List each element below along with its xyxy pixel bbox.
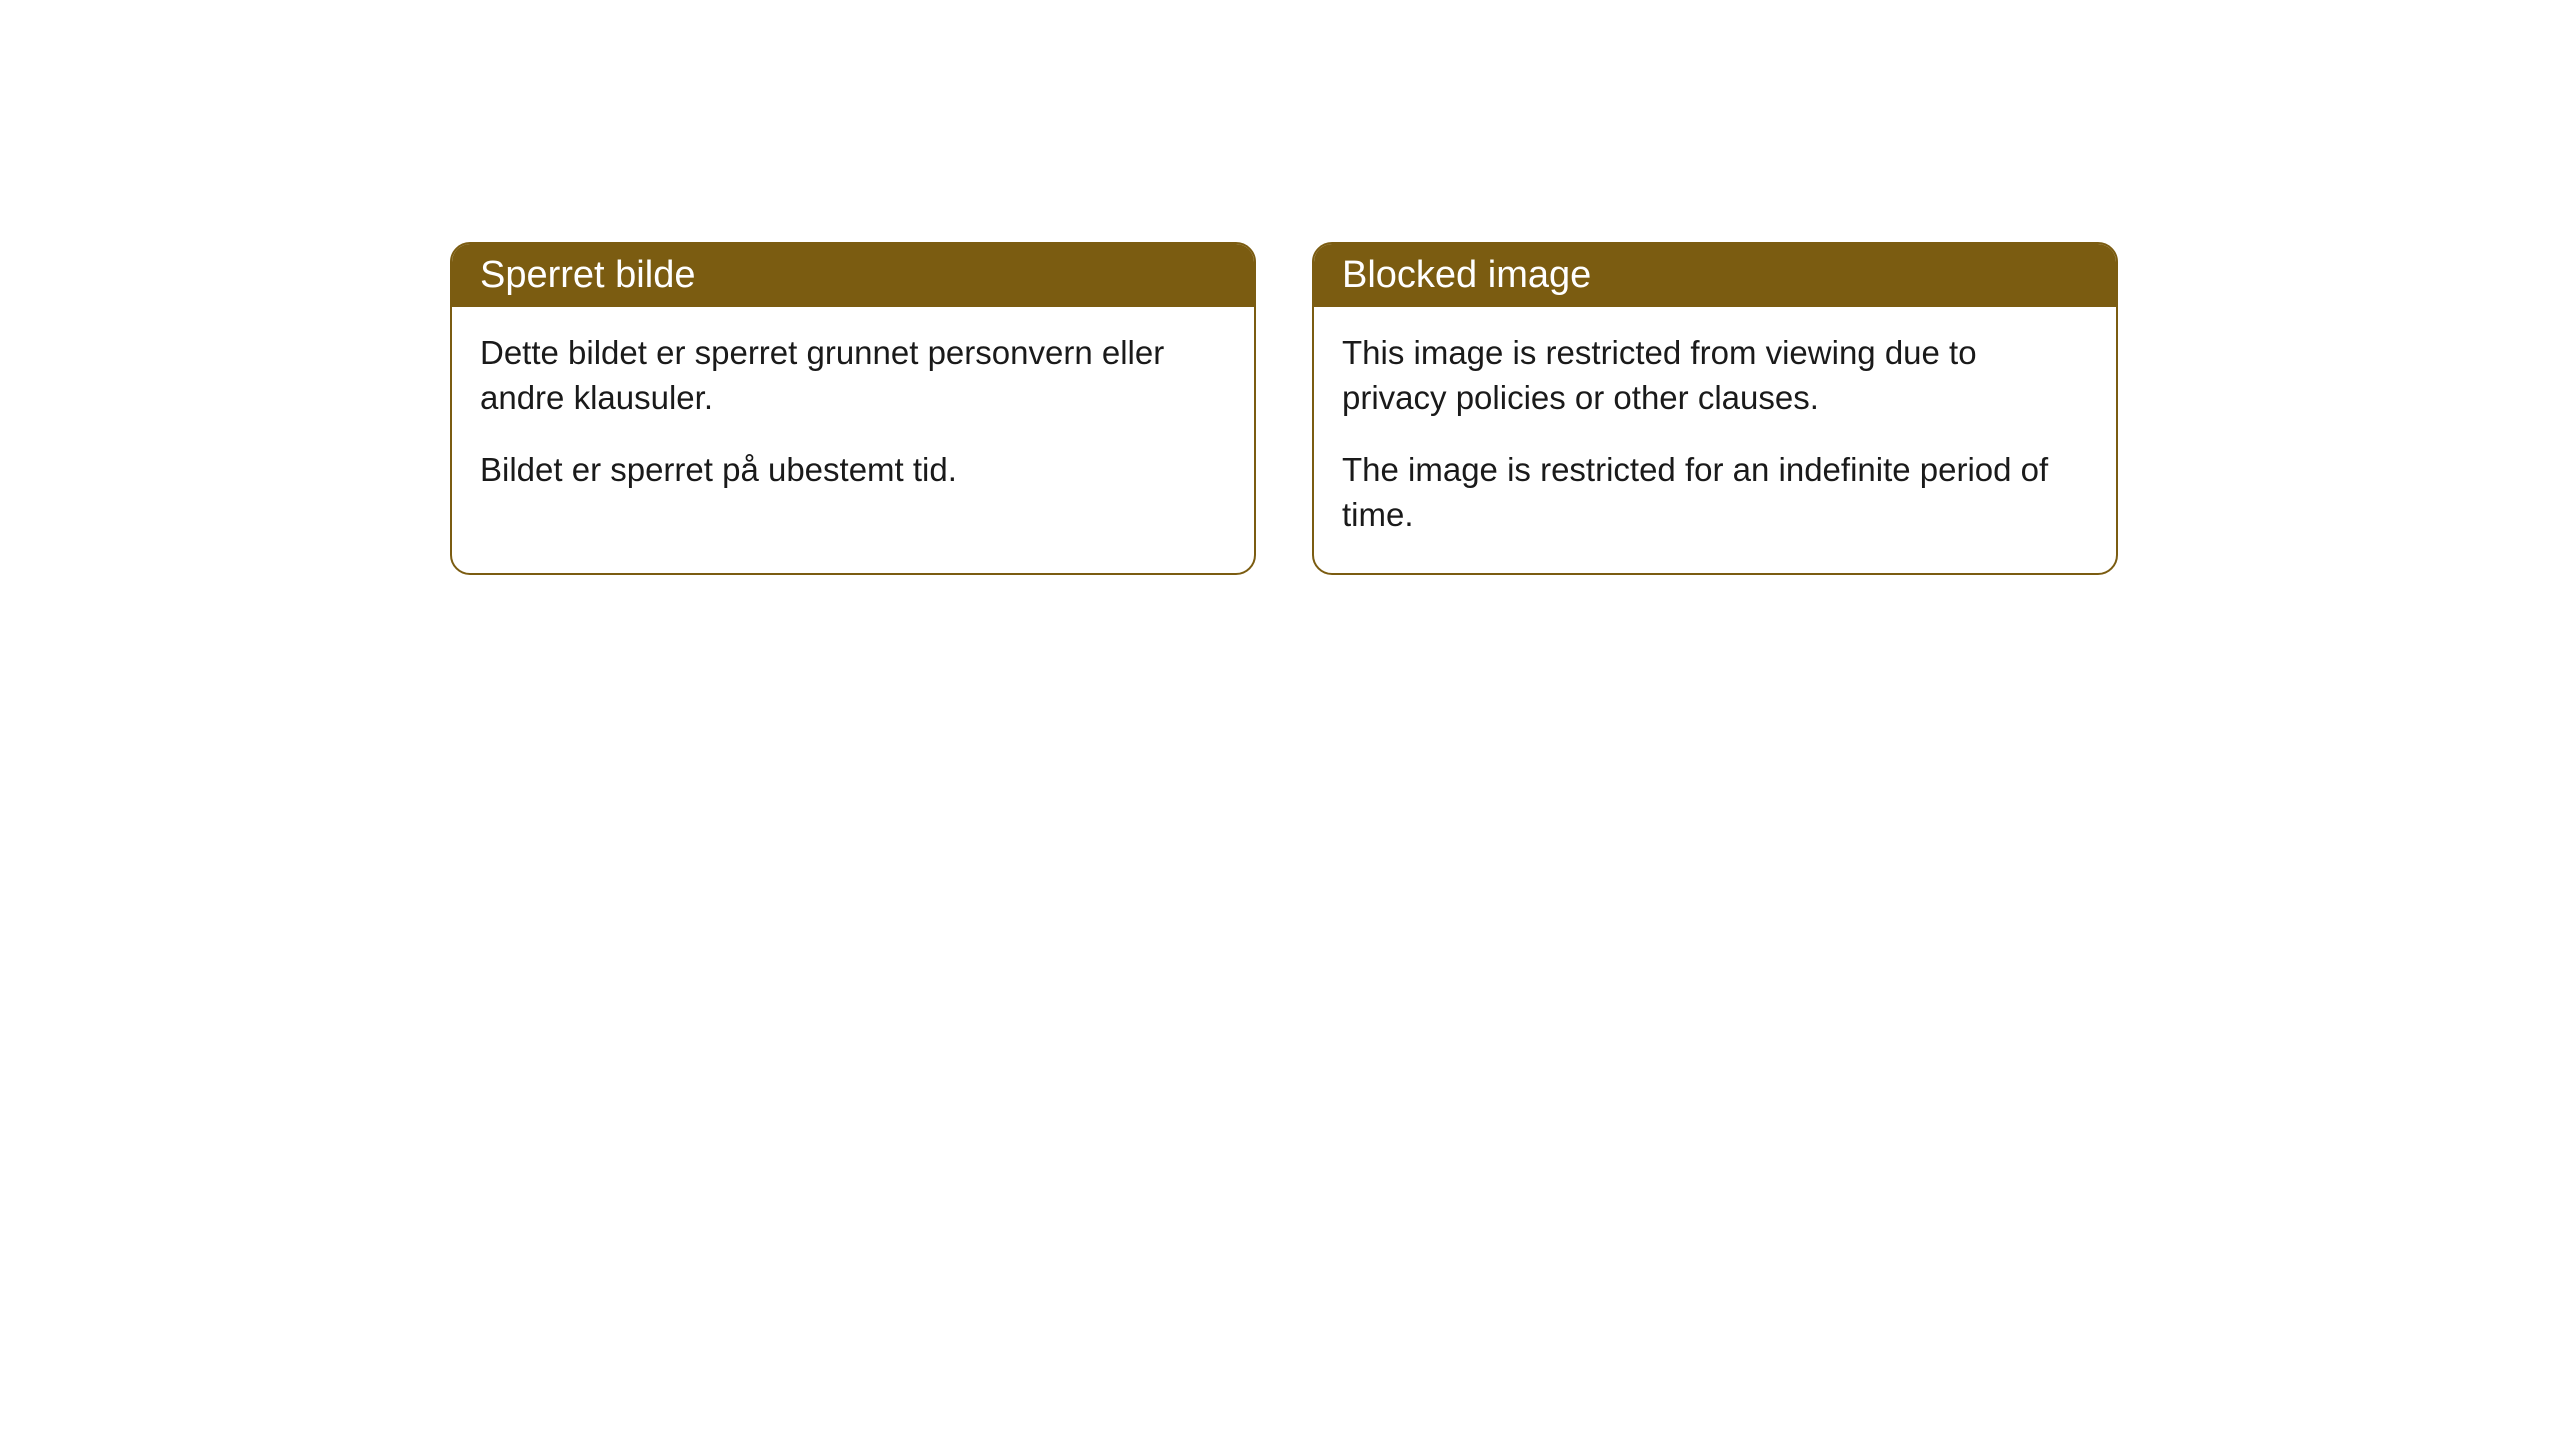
card-text-no-1: Dette bildet er sperret grunnet personve… (480, 331, 1226, 420)
card-body-no: Dette bildet er sperret grunnet personve… (452, 307, 1254, 529)
notification-cards-container: Sperret bilde Dette bildet er sperret gr… (0, 0, 2560, 575)
card-header-en: Blocked image (1314, 244, 2116, 307)
card-body-en: This image is restricted from viewing du… (1314, 307, 2116, 573)
card-text-en-1: This image is restricted from viewing du… (1342, 331, 2088, 420)
card-text-en-2: The image is restricted for an indefinit… (1342, 448, 2088, 537)
blocked-image-card-en: Blocked image This image is restricted f… (1312, 242, 2118, 575)
blocked-image-card-no: Sperret bilde Dette bildet er sperret gr… (450, 242, 1256, 575)
card-text-no-2: Bildet er sperret på ubestemt tid. (480, 448, 1226, 493)
card-header-no: Sperret bilde (452, 244, 1254, 307)
